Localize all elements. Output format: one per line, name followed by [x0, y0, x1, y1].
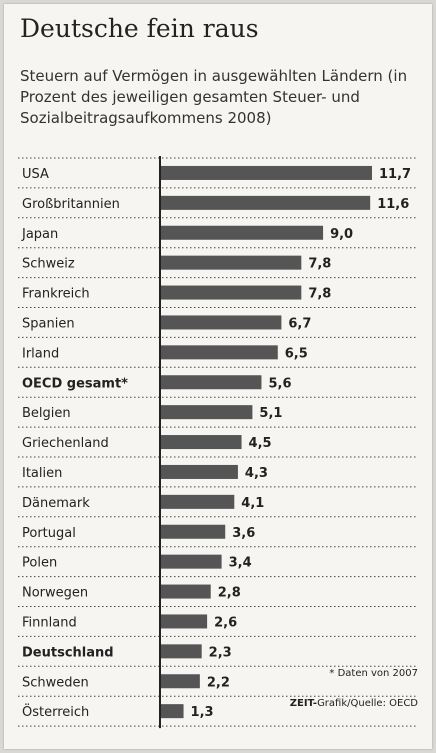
chart-title: Deutsche fein raus	[20, 14, 259, 43]
value-label: 5,6	[268, 376, 291, 391]
category-label: OECD gesamt*	[22, 376, 128, 391]
bar	[160, 195, 371, 210]
category-label: Schweden	[22, 675, 89, 690]
category-label: Belgien	[22, 406, 71, 421]
category-label: Schweiz	[22, 257, 75, 272]
value-label: 2,8	[218, 586, 241, 601]
category-label: Griechenland	[22, 436, 109, 451]
bar	[160, 704, 184, 719]
bar	[160, 165, 372, 180]
source-text: Grafik/Quelle: OECD	[317, 698, 418, 709]
value-label: 5,1	[259, 406, 282, 421]
category-label: Irland	[22, 346, 59, 361]
value-label: 7,8	[308, 257, 331, 272]
bar	[160, 255, 302, 270]
value-label: 11,7	[379, 167, 411, 182]
value-label: 3,6	[232, 526, 255, 541]
value-label: 6,5	[285, 346, 308, 361]
value-label: 2,3	[209, 645, 232, 660]
chart-subtitle: Steuern auf Vermögen in ausgewählten Län…	[20, 67, 408, 127]
bar	[160, 315, 282, 330]
value-label: 9,0	[330, 227, 353, 242]
bar	[160, 644, 202, 659]
bar	[160, 464, 238, 479]
category-label: Frankreich	[22, 287, 90, 302]
value-label: 4,1	[241, 496, 264, 511]
bar	[160, 405, 253, 420]
value-label: 2,6	[214, 615, 237, 630]
bar	[160, 225, 324, 240]
category-label: Finnland	[22, 615, 77, 630]
bar	[160, 345, 278, 360]
value-label: 4,5	[249, 436, 272, 451]
bar	[160, 674, 200, 689]
bar	[160, 584, 211, 599]
bar	[160, 285, 302, 300]
source-credit: ZEIT-Grafik/Quelle: OECD	[250, 698, 418, 709]
value-label: 6,7	[288, 316, 311, 331]
category-label: Deutschland	[22, 645, 114, 660]
category-label: Norwegen	[22, 586, 88, 601]
category-label: Portugal	[22, 526, 76, 541]
bar	[160, 435, 242, 450]
value-label: 4,3	[245, 466, 268, 481]
category-label: Italien	[22, 466, 62, 481]
category-label: Spanien	[22, 316, 75, 331]
bar	[160, 524, 226, 539]
category-label: Österreich	[22, 703, 89, 720]
category-label: USA	[22, 167, 49, 182]
value-label: 1,3	[191, 705, 214, 720]
value-label: 3,4	[229, 556, 252, 571]
value-label: 7,8	[308, 287, 331, 302]
category-label: Polen	[22, 556, 57, 571]
bar	[160, 554, 222, 569]
bar	[160, 614, 208, 629]
value-label: 2,2	[207, 675, 230, 690]
category-label: Dänemark	[22, 496, 90, 511]
source-brand: ZEIT-	[289, 698, 318, 709]
value-label: 11,6	[377, 197, 409, 212]
category-label: Großbritannien	[22, 197, 120, 212]
bar	[160, 494, 235, 509]
footnote: * Daten von 2007	[329, 668, 418, 679]
bar	[160, 375, 262, 390]
category-label: Japan	[21, 227, 58, 242]
